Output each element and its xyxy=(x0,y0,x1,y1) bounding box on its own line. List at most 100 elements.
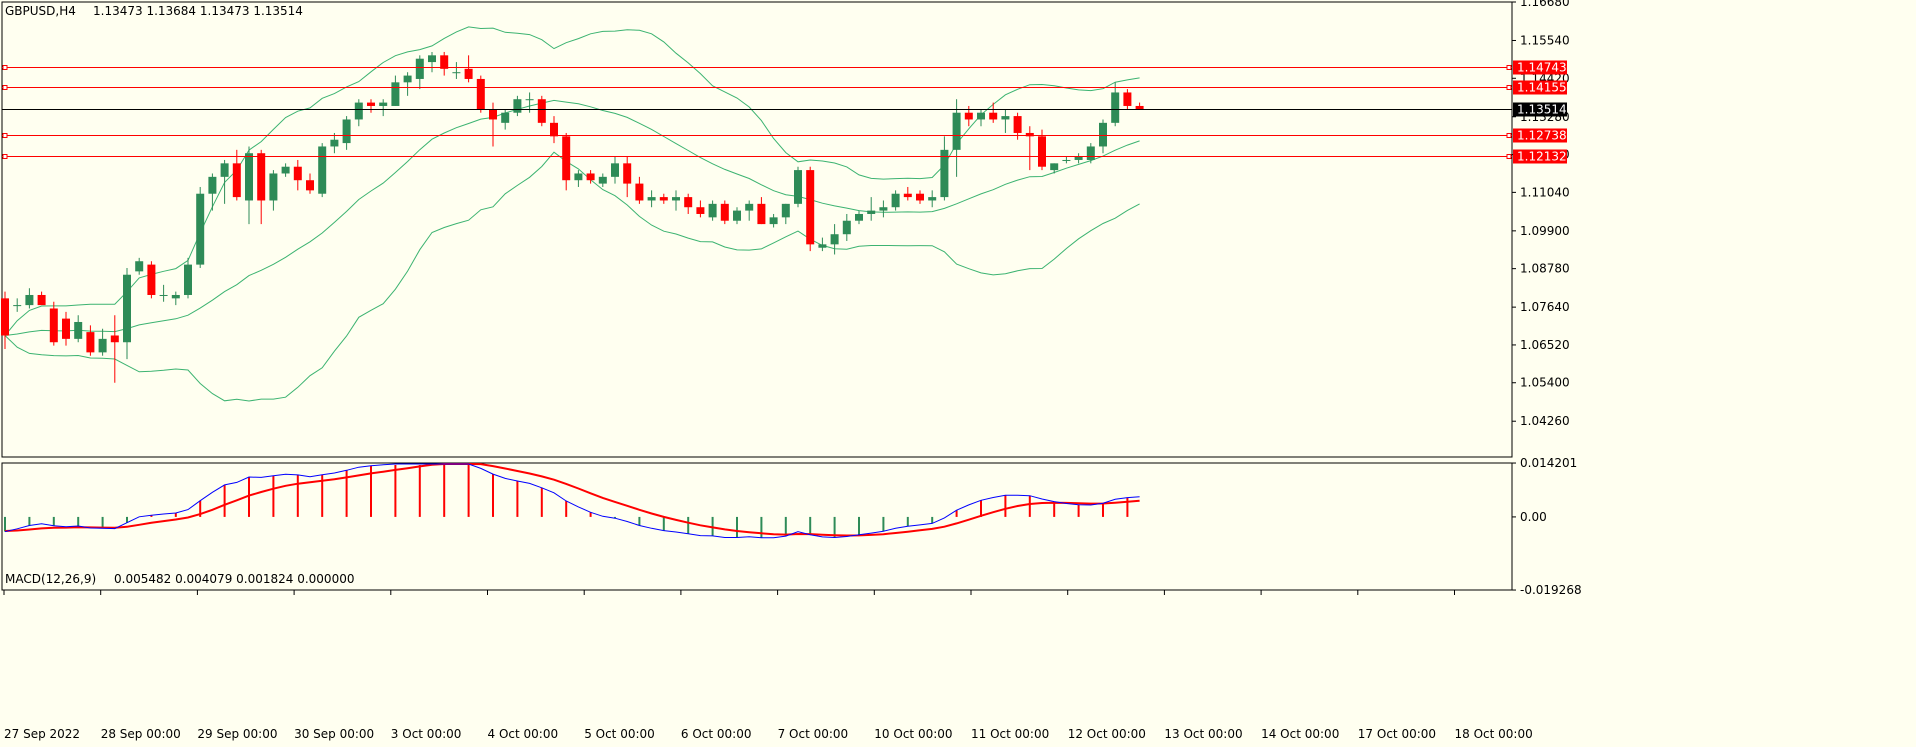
candle[interactable] xyxy=(391,75,400,106)
horizontal-levels[interactable]: 1.14743 1.14155 1.12738 1.12132 1.13514 xyxy=(2,60,1567,164)
price-level-handle[interactable] xyxy=(2,154,8,159)
candle[interactable] xyxy=(781,203,790,225)
candle[interactable] xyxy=(330,132,339,154)
candle[interactable] xyxy=(550,116,558,144)
candle[interactable] xyxy=(318,143,327,198)
candle[interactable] xyxy=(842,213,851,241)
candle[interactable] xyxy=(928,190,937,208)
price-level-handle[interactable] xyxy=(1506,85,1512,90)
candle[interactable] xyxy=(306,173,314,194)
candle[interactable] xyxy=(257,149,266,225)
candle[interactable] xyxy=(184,257,192,299)
candle[interactable] xyxy=(562,132,571,191)
candle[interactable] xyxy=(232,149,241,201)
candle[interactable] xyxy=(891,190,900,211)
candle[interactable] xyxy=(867,197,876,221)
candle[interactable] xyxy=(1062,156,1071,164)
candle[interactable] xyxy=(196,186,205,268)
candle[interactable] xyxy=(415,55,424,90)
candle[interactable] xyxy=(879,200,888,218)
candle[interactable] xyxy=(501,109,510,130)
price-level-handle[interactable] xyxy=(1506,154,1512,159)
candle[interactable] xyxy=(123,267,131,360)
candle[interactable] xyxy=(672,190,680,211)
candle[interactable] xyxy=(25,288,34,309)
candle[interactable] xyxy=(1,291,9,349)
candle[interactable] xyxy=(940,136,949,201)
candle[interactable] xyxy=(354,99,363,127)
candle[interactable] xyxy=(1086,143,1095,164)
candle[interactable] xyxy=(696,200,705,218)
candle[interactable] xyxy=(977,109,985,127)
candle[interactable] xyxy=(586,170,595,184)
candle[interactable] xyxy=(818,237,827,252)
candle[interactable] xyxy=(13,298,22,312)
candle[interactable] xyxy=(476,75,485,113)
candle[interactable] xyxy=(647,190,656,208)
candle[interactable] xyxy=(623,156,632,198)
candle[interactable] xyxy=(1111,82,1120,127)
candle[interactable] xyxy=(745,200,754,221)
candle[interactable] xyxy=(342,116,351,150)
candle[interactable] xyxy=(62,311,70,346)
price-level-handle[interactable] xyxy=(1506,65,1512,70)
candle[interactable] xyxy=(659,193,668,204)
candle[interactable] xyxy=(367,99,375,113)
candle[interactable] xyxy=(794,166,802,208)
candle[interactable] xyxy=(537,95,546,127)
candle[interactable] xyxy=(379,99,388,117)
candle[interactable] xyxy=(110,315,119,383)
candle[interactable] xyxy=(1099,119,1107,154)
candle[interactable] xyxy=(74,315,83,343)
candle[interactable] xyxy=(159,284,168,302)
candle[interactable] xyxy=(98,328,107,356)
candle[interactable] xyxy=(916,190,924,204)
candle[interactable] xyxy=(428,51,436,73)
candle[interactable] xyxy=(49,301,58,346)
candle[interactable] xyxy=(989,102,998,123)
candle[interactable] xyxy=(37,291,46,306)
candle[interactable] xyxy=(733,207,741,225)
candle[interactable] xyxy=(611,156,619,184)
candle[interactable] xyxy=(464,55,473,83)
candle[interactable] xyxy=(440,51,449,76)
candle[interactable] xyxy=(1050,163,1059,174)
candle[interactable] xyxy=(269,170,278,211)
candle[interactable] xyxy=(1001,109,1010,133)
candle[interactable] xyxy=(574,170,583,187)
candle[interactable] xyxy=(903,186,912,201)
candle[interactable] xyxy=(830,224,839,255)
price-level-handle[interactable] xyxy=(2,133,8,138)
candle[interactable] xyxy=(208,173,217,211)
candle[interactable] xyxy=(452,62,461,79)
candle[interactable] xyxy=(720,200,729,225)
candle[interactable] xyxy=(135,257,144,275)
candlesticks[interactable] xyxy=(1,51,1144,383)
candle[interactable] xyxy=(598,173,607,187)
candle[interactable] xyxy=(708,200,717,221)
candle[interactable] xyxy=(281,163,290,177)
price-level-handle[interactable] xyxy=(1506,133,1512,138)
candle[interactable] xyxy=(1135,102,1144,110)
price-level-handle[interactable] xyxy=(2,65,8,70)
candle[interactable] xyxy=(403,72,412,96)
candle[interactable] xyxy=(245,146,253,225)
candle[interactable] xyxy=(1025,126,1034,171)
candle[interactable] xyxy=(220,159,229,204)
candle[interactable] xyxy=(635,176,644,204)
candle[interactable] xyxy=(513,95,522,117)
candle[interactable] xyxy=(806,166,815,252)
candle[interactable] xyxy=(1074,153,1083,164)
candle[interactable] xyxy=(86,325,95,356)
price-level-handle[interactable] xyxy=(2,85,8,90)
candle[interactable] xyxy=(1123,89,1132,110)
candle[interactable] xyxy=(1038,129,1046,171)
candle[interactable] xyxy=(952,99,961,177)
candle[interactable] xyxy=(293,159,302,191)
candle[interactable] xyxy=(757,197,766,225)
candle[interactable] xyxy=(147,261,156,299)
candle[interactable] xyxy=(769,213,778,228)
candle[interactable] xyxy=(684,193,693,214)
candle[interactable] xyxy=(171,291,180,306)
candle[interactable] xyxy=(855,210,863,225)
